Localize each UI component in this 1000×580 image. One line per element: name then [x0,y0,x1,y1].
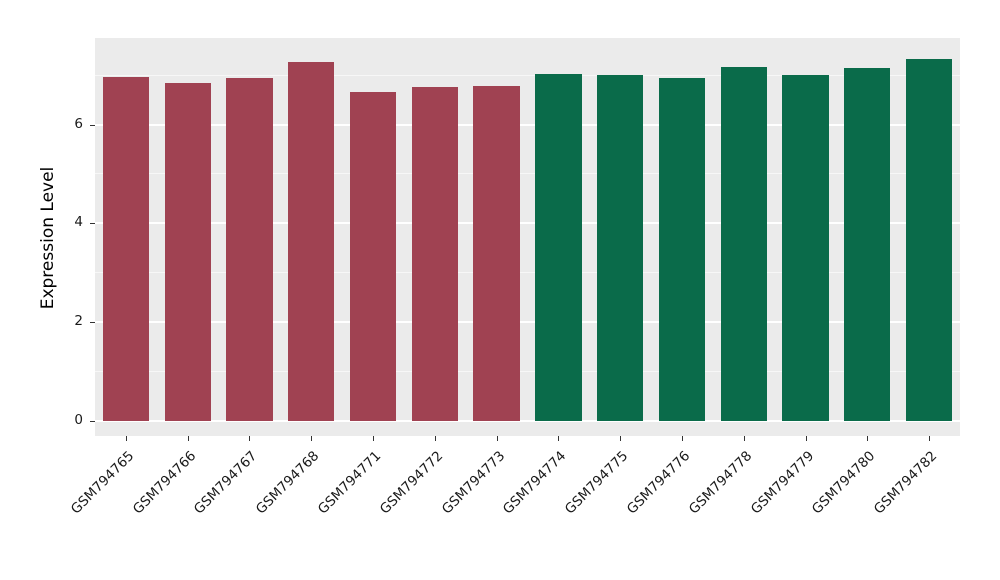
x-tick-mark [125,436,127,441]
gridline-minor [95,74,960,76]
bar-GSM794767 [226,78,273,422]
y-tick-label: 6 [74,115,83,132]
bar-GSM794768 [288,61,335,422]
x-tick-label-GSM794773: GSM794773 [438,448,508,518]
bar-GSM794773 [473,86,520,422]
plot-area [95,38,960,436]
x-tick-label-GSM794779: GSM794779 [747,448,817,518]
gridline-major [95,123,960,126]
y-axis-title: Expression Level [38,166,58,310]
x-tick-mark [187,436,189,441]
x-tick-label-GSM794782: GSM794782 [870,448,941,518]
x-tick-label-GSM794766: GSM794766 [129,448,199,518]
x-tick-label-GSM794776: GSM794776 [623,448,694,518]
bar-GSM794778 [720,66,767,422]
x-tick-mark [867,436,869,441]
x-tick-mark [496,436,498,441]
y-tick-mark [90,223,95,225]
x-tick-label-GSM794765: GSM794765 [67,448,138,518]
gridline-major [95,420,960,423]
x-tick-label-GSM794768: GSM794768 [253,448,323,518]
bar-GSM794771 [349,92,397,422]
bar-GSM794766 [164,83,211,422]
x-tick-label-GSM794767: GSM794767 [191,448,261,518]
bar-GSM794774 [535,74,582,422]
gridline-major [95,222,960,225]
x-tick-mark [805,436,807,441]
gridline-minor [95,173,960,175]
bar-GSM794782 [905,59,953,422]
x-tick-mark [558,436,560,441]
y-tick-label: 2 [74,313,83,330]
x-tick-mark [373,436,375,441]
gridline-minor [95,371,960,373]
y-tick-mark [90,322,95,324]
x-tick-label-GSM794778: GSM794778 [685,448,756,518]
x-tick-mark [743,436,745,441]
bar-GSM794775 [597,74,644,422]
x-tick-mark [434,436,436,441]
gridline-minor [95,272,960,274]
y-tick-mark [90,124,95,126]
y-tick-label: 4 [74,214,83,231]
gridline-major [95,321,960,324]
bar-GSM794779 [782,75,829,422]
x-tick-mark [311,436,313,441]
bar-GSM794780 [844,67,891,422]
x-tick-mark [249,436,251,441]
x-tick-label-GSM794771: GSM794771 [314,448,385,518]
x-tick-label-GSM794772: GSM794772 [376,448,447,518]
x-tick-label-GSM794775: GSM794775 [562,448,632,518]
x-tick-label-GSM794780: GSM794780 [809,448,879,518]
x-tick-label-GSM794774: GSM794774 [500,448,570,518]
x-tick-mark [681,436,683,441]
bar-GSM794776 [658,77,706,422]
y-tick-label: 0 [74,412,83,429]
y-tick-mark [90,421,95,423]
x-tick-mark [620,436,622,441]
bar-GSM794772 [411,86,458,422]
x-tick-mark [929,436,931,441]
bar-GSM794765 [102,76,150,422]
